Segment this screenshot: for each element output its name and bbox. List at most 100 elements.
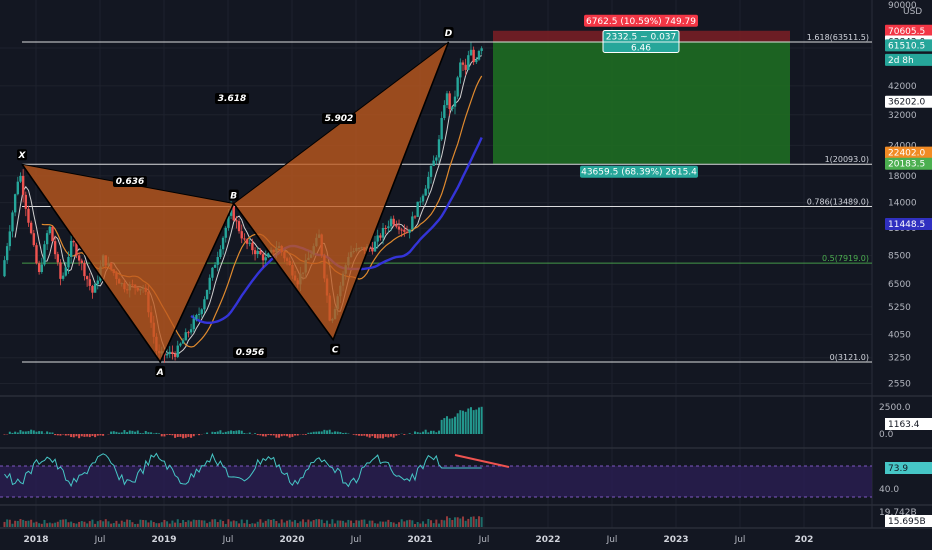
macd-bar (134, 431, 137, 434)
pane-badge-box (885, 418, 932, 430)
macd-bar (158, 433, 161, 434)
candle-body (59, 262, 62, 279)
ratio-label: 5.902 (325, 114, 353, 124)
position-tool[interactable]: 6762.5 (10.59%) 749.79 2332.5 ~ 0.0376.46… (493, 14, 790, 178)
volume-bar (400, 519, 403, 527)
candle-body (400, 229, 403, 231)
macd-bar (267, 434, 270, 436)
candle-body (35, 245, 38, 264)
macd-bar (86, 434, 89, 437)
candle-body (227, 215, 230, 228)
pane-badge: 73.9 (888, 464, 908, 474)
volume-bar (435, 519, 438, 527)
macd-bar (240, 430, 243, 434)
volume-bar (477, 516, 480, 527)
macd-bar (235, 430, 238, 434)
price-badge-box (885, 146, 932, 159)
ratio-box (233, 347, 267, 358)
macd-bar (64, 434, 67, 436)
candle-body (93, 284, 97, 293)
volume-bar (43, 519, 46, 527)
volume-bar (3, 521, 6, 527)
volume-bar (166, 521, 169, 527)
volume-bar (182, 520, 185, 527)
volume-bar (51, 523, 54, 527)
macd-bar (398, 434, 401, 435)
volume-bar (150, 520, 153, 527)
time-tick: Jul (94, 535, 106, 545)
macd-bar (323, 429, 326, 434)
macd-bar (126, 432, 129, 434)
macd-bar (371, 434, 374, 437)
macd-bar (46, 431, 49, 434)
volume-bar (179, 523, 182, 527)
macd-bar (331, 432, 334, 434)
volume-bar (147, 522, 150, 527)
macd-bar (344, 432, 347, 434)
price-badge-box (885, 39, 932, 52)
volume-bar (270, 519, 273, 527)
volume-bar (392, 522, 395, 527)
volume-bar (187, 520, 190, 527)
volume-bar (251, 523, 254, 527)
volume-bar (318, 519, 321, 527)
macd-bar (414, 431, 417, 434)
macd-bar (14, 431, 17, 434)
fib-label: 1(20093.0) (825, 155, 869, 164)
macd-bar (384, 434, 387, 437)
volume-bar (339, 520, 342, 527)
candle-body (421, 195, 425, 202)
volume-bar (275, 520, 278, 527)
macd-bar (390, 434, 393, 437)
volume-bar (104, 519, 107, 527)
volume-bar (453, 517, 456, 527)
candle-body (251, 242, 254, 251)
macd-bar (155, 432, 158, 434)
macd-bar (342, 433, 345, 434)
ratio-label: 0.956 (236, 348, 264, 358)
harmonic-pattern[interactable]: X A B C D 0.636 3.618 5.902 0.956 (17, 27, 454, 378)
price-axis[interactable]: 9000060000420003200024000180001400011000… (885, 1, 932, 527)
macd-bar (403, 434, 406, 435)
candle-body (453, 96, 457, 107)
time-axis[interactable]: 2018 Jul 2019 Jul 2020 Jul 2021 Jul 2022 Jul 2023 J… (23, 535, 813, 545)
volume-bar (294, 520, 297, 527)
macd-bar (174, 434, 177, 438)
volume-bar (240, 519, 243, 527)
volume-bar (379, 521, 382, 527)
volume-bar (384, 521, 387, 527)
volume-bar (110, 523, 113, 527)
price-tick: 18000 (888, 172, 917, 182)
volume-bar (243, 523, 246, 527)
macd-bar (243, 433, 246, 434)
macd-bar (288, 434, 291, 438)
time-tick: 2018 (23, 535, 48, 545)
volume-bar (38, 523, 41, 527)
volume-bar (371, 520, 374, 527)
volume-bar (115, 520, 118, 527)
candle-body (211, 267, 214, 278)
volume-bar (136, 523, 139, 527)
candle-body (440, 117, 443, 140)
volume-bar (88, 521, 91, 527)
volume-bar (214, 519, 217, 527)
macd-bar (224, 431, 227, 434)
volume-bar (374, 523, 377, 527)
macd-bar (283, 434, 286, 436)
ratio-box (322, 113, 356, 124)
volume-bar (469, 516, 472, 527)
reward-label: 43659.5 (68.39%) 2615.4 (581, 168, 697, 178)
macd-bar (214, 432, 217, 434)
volume-bar (99, 520, 102, 527)
candle-body (195, 315, 198, 319)
macd-bar (8, 431, 11, 434)
volume-bar (102, 521, 105, 527)
macd-bar (328, 429, 331, 434)
macd-bar (211, 431, 214, 434)
volume-bar (62, 519, 65, 527)
volume-bar (56, 521, 59, 527)
price-badge-box (885, 53, 932, 66)
candle-body (21, 175, 25, 195)
macd-bar (59, 434, 62, 436)
